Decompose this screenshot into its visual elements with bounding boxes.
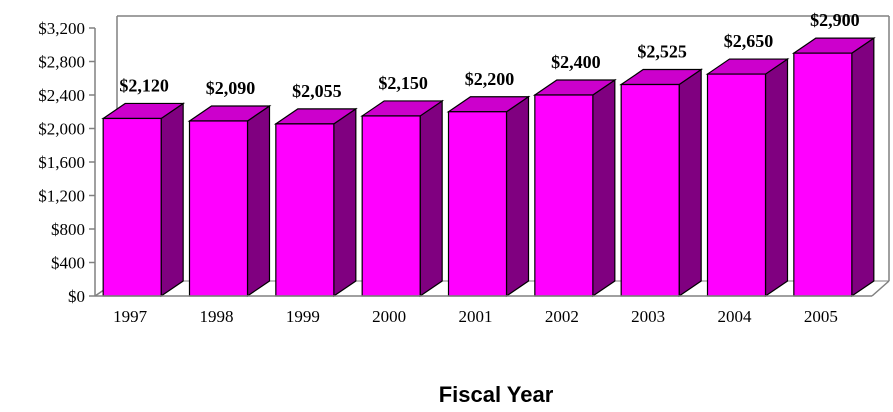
y-tick-label: $1,600 bbox=[38, 153, 85, 172]
bars: $2,120 $2,090 $2,055 $2,150 $2,200 $2,400 $2,5… bbox=[101, 10, 876, 298]
y-tick-label: $400 bbox=[51, 254, 85, 273]
bar-front-face bbox=[620, 83, 680, 297]
x-tick-label: 2003 bbox=[631, 307, 665, 326]
bar-side-face bbox=[333, 107, 357, 298]
bar-front-face bbox=[447, 111, 508, 297]
x-tick-label: 2002 bbox=[545, 307, 579, 326]
data-label: $2,055 bbox=[292, 81, 342, 101]
bar-front-face bbox=[275, 123, 335, 297]
bar-2000: $2,150 bbox=[360, 73, 445, 298]
bar-front-face bbox=[793, 52, 853, 297]
bar-1998: $2,090 bbox=[187, 78, 272, 298]
y-tick-label: $2,400 bbox=[38, 86, 85, 105]
bar-1997: $2,120 bbox=[101, 75, 186, 298]
y-tick-label: $1,200 bbox=[38, 187, 85, 206]
bar-side-face bbox=[419, 99, 443, 298]
data-label: $2,650 bbox=[724, 31, 774, 51]
data-label: $2,525 bbox=[637, 42, 687, 62]
bar-2001: $2,200 bbox=[446, 69, 531, 298]
bar-1999: $2,055 bbox=[273, 81, 358, 298]
bar-side-face bbox=[851, 36, 875, 298]
bar-side-face bbox=[592, 78, 616, 298]
x-tick-label: 2005 bbox=[804, 307, 838, 326]
bar-side-face bbox=[764, 57, 789, 298]
bar-side-face bbox=[505, 95, 530, 298]
y-tick-label: $0 bbox=[68, 287, 85, 306]
data-label: $2,090 bbox=[206, 78, 256, 98]
bar-front-face bbox=[361, 115, 421, 297]
bar-2003: $2,525 bbox=[619, 42, 704, 298]
x-tick-label: 1998 bbox=[200, 307, 234, 326]
bar-side-face bbox=[246, 104, 271, 298]
bar-front-face bbox=[534, 94, 594, 297]
y-tick-label: $3,200 bbox=[38, 19, 85, 38]
data-label: $2,120 bbox=[119, 75, 169, 95]
x-tick-label: 2001 bbox=[459, 307, 493, 326]
bar-2002: $2,400 bbox=[532, 52, 617, 298]
x-tick-label: 1997 bbox=[113, 307, 148, 326]
bar-side-face bbox=[160, 102, 184, 298]
x-axis: 1997 1998 1999 2000 2001 2002 2003 2004 2005 bbox=[95, 295, 872, 326]
bar-front-face bbox=[706, 73, 767, 297]
x-tick-label: 2004 bbox=[718, 307, 753, 326]
bar-2005: $2,900 bbox=[791, 10, 876, 298]
floor-right-edge bbox=[871, 280, 890, 297]
data-label: $2,150 bbox=[378, 73, 428, 93]
bar-front-face bbox=[188, 120, 249, 297]
x-axis-title: Fiscal Year bbox=[439, 382, 554, 407]
y-tick-label: $2,800 bbox=[38, 53, 85, 72]
x-tick-label: 2000 bbox=[372, 307, 406, 326]
y-tick-label: $2,000 bbox=[38, 120, 85, 139]
y-axis: $0 $400 $800 $1,200 $1,600 $2,000 $2,400 $2,800… bbox=[38, 19, 96, 306]
data-label: $2,200 bbox=[465, 69, 515, 89]
bar-front-face bbox=[102, 117, 162, 297]
data-label: $2,400 bbox=[551, 52, 601, 72]
bar-side-face bbox=[678, 68, 702, 298]
bar-2004: $2,650 bbox=[705, 31, 790, 298]
y-tick-label: $800 bbox=[51, 220, 85, 239]
x-tick-label: 1999 bbox=[286, 307, 320, 326]
data-label: $2,900 bbox=[810, 10, 860, 30]
